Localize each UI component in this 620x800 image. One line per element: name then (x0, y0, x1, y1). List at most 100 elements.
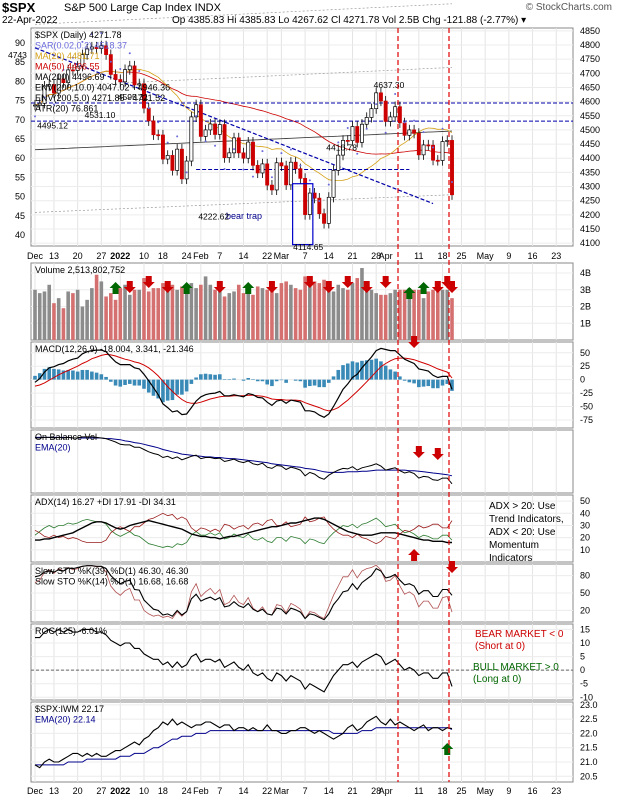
volume-bar (326, 289, 331, 340)
candle-body (108, 54, 113, 75)
sar-dot (337, 141, 340, 144)
macd-hist-bar (118, 379, 123, 387)
macd-hist-bar (42, 368, 47, 380)
candle-body (378, 92, 383, 102)
candle-body (217, 124, 222, 135)
macd-hist-bar (350, 361, 355, 380)
macd-hist-bar (142, 379, 146, 389)
candle-body (222, 124, 227, 159)
volume-bar (132, 289, 137, 340)
volume-bar (203, 276, 208, 340)
x-tick-bottom-23: 16 (528, 786, 538, 796)
sto-legend-1: Slow STO %K(14) %D(1) 16.68, 16.68 (35, 577, 188, 587)
bear-note-1: (Short at 0) (475, 641, 525, 652)
env5-upper (34, 67, 453, 88)
price-tick-3: 4250 (580, 196, 600, 206)
volume-bar (312, 281, 317, 340)
price-tick-11: 4650 (580, 82, 600, 92)
candle-body (402, 122, 407, 136)
macd-hist-bar (417, 379, 421, 388)
volume-bar (104, 296, 108, 340)
volume-bar (445, 289, 450, 340)
macd-hist-bar (312, 379, 317, 386)
volume-bar (66, 291, 70, 340)
macd-hist-bar (37, 373, 42, 380)
candle-body (94, 46, 99, 50)
roc-tick-2: 5 (580, 652, 585, 662)
price-legend-5: ENV(200,10.0) 4047.02 - 4946.36 (35, 83, 170, 93)
volume-bar (279, 283, 284, 340)
adx-tick-3: 20 (580, 533, 590, 543)
macd-hist-bar (47, 367, 52, 380)
adx-note-0: ADX > 20: Use (489, 501, 556, 512)
ma20-line (34, 68, 453, 181)
volume-bar (42, 291, 47, 340)
x-tick-bottom-1: 13 (49, 786, 59, 796)
panel-price (30, 27, 574, 247)
macd-hist-bar (222, 379, 227, 380)
minus-di-line (34, 512, 453, 545)
macd-hist-bar (317, 379, 322, 388)
macd-hist-bar (132, 379, 137, 386)
volume-bar (383, 294, 388, 340)
macd-hist-bar (123, 379, 127, 385)
sar-dot (176, 135, 179, 138)
volume-bar (33, 289, 37, 340)
price-tick-7: 4450 (580, 139, 600, 149)
x-tick-12: Mar (274, 251, 290, 261)
roc-tick-0: 15 (580, 624, 590, 634)
x-tick-15: 21 (347, 251, 357, 261)
sar-dot (384, 131, 387, 134)
volume-arrow-9 (322, 281, 335, 293)
env5-lower (34, 194, 453, 213)
candle-body (137, 83, 142, 86)
x-tick-bottom-24: 23 (551, 786, 561, 796)
candle-body (208, 123, 213, 131)
volume-bar (303, 276, 307, 340)
sar-dot (100, 32, 103, 35)
candle-body (260, 163, 265, 174)
macd-hist-bar (156, 379, 161, 399)
candle-body (350, 126, 355, 142)
macd-hist-bar (80, 369, 85, 380)
candle-body (47, 84, 52, 87)
x-tick-bottom-7: 24 (182, 786, 192, 796)
volume-tick-0: 1B (580, 318, 591, 328)
x-tick-7: 24 (182, 251, 192, 261)
volume-bar (71, 293, 75, 340)
macd-line (34, 347, 453, 418)
volume-tick-3: 4B (580, 268, 591, 278)
volume-bar (241, 293, 246, 340)
candle-body (341, 140, 345, 156)
volume-arrow-15 (431, 281, 444, 293)
candle-body (450, 140, 454, 196)
sto-tick-2: 20 (580, 605, 590, 615)
roc-tick-4: -5 (580, 679, 588, 689)
volume-arrow-1 (123, 281, 136, 293)
volume-bar (80, 306, 85, 340)
candle-body (284, 165, 289, 186)
volume-arrow-3 (161, 281, 174, 293)
macd-hist-bar (66, 369, 70, 380)
price-left-tick-5: 65 (15, 134, 25, 144)
macd-hist-bar (99, 374, 104, 380)
sto-tick-0: 80 (580, 571, 590, 581)
volume-bar (412, 289, 416, 340)
ratio-line (34, 715, 453, 769)
price-tick-13: 4750 (580, 54, 600, 64)
volume-bar (170, 284, 175, 340)
volume-bar (123, 284, 127, 340)
sar-dot (261, 150, 264, 153)
sar-dot (413, 119, 416, 122)
x-tick-bottom-12: Mar (274, 786, 290, 796)
candle-body (123, 69, 127, 83)
volume-bar (94, 274, 99, 340)
macd-hist-bar (435, 379, 440, 389)
macd-hist-bar (127, 379, 132, 384)
sar-dot (242, 168, 245, 171)
macd-hist-bar (194, 377, 198, 380)
sar-dot (233, 148, 236, 151)
volume-bar (85, 299, 89, 340)
macd-hist-bar (421, 379, 426, 387)
price-legend-2: MA(20) 4481.71 (35, 51, 100, 61)
